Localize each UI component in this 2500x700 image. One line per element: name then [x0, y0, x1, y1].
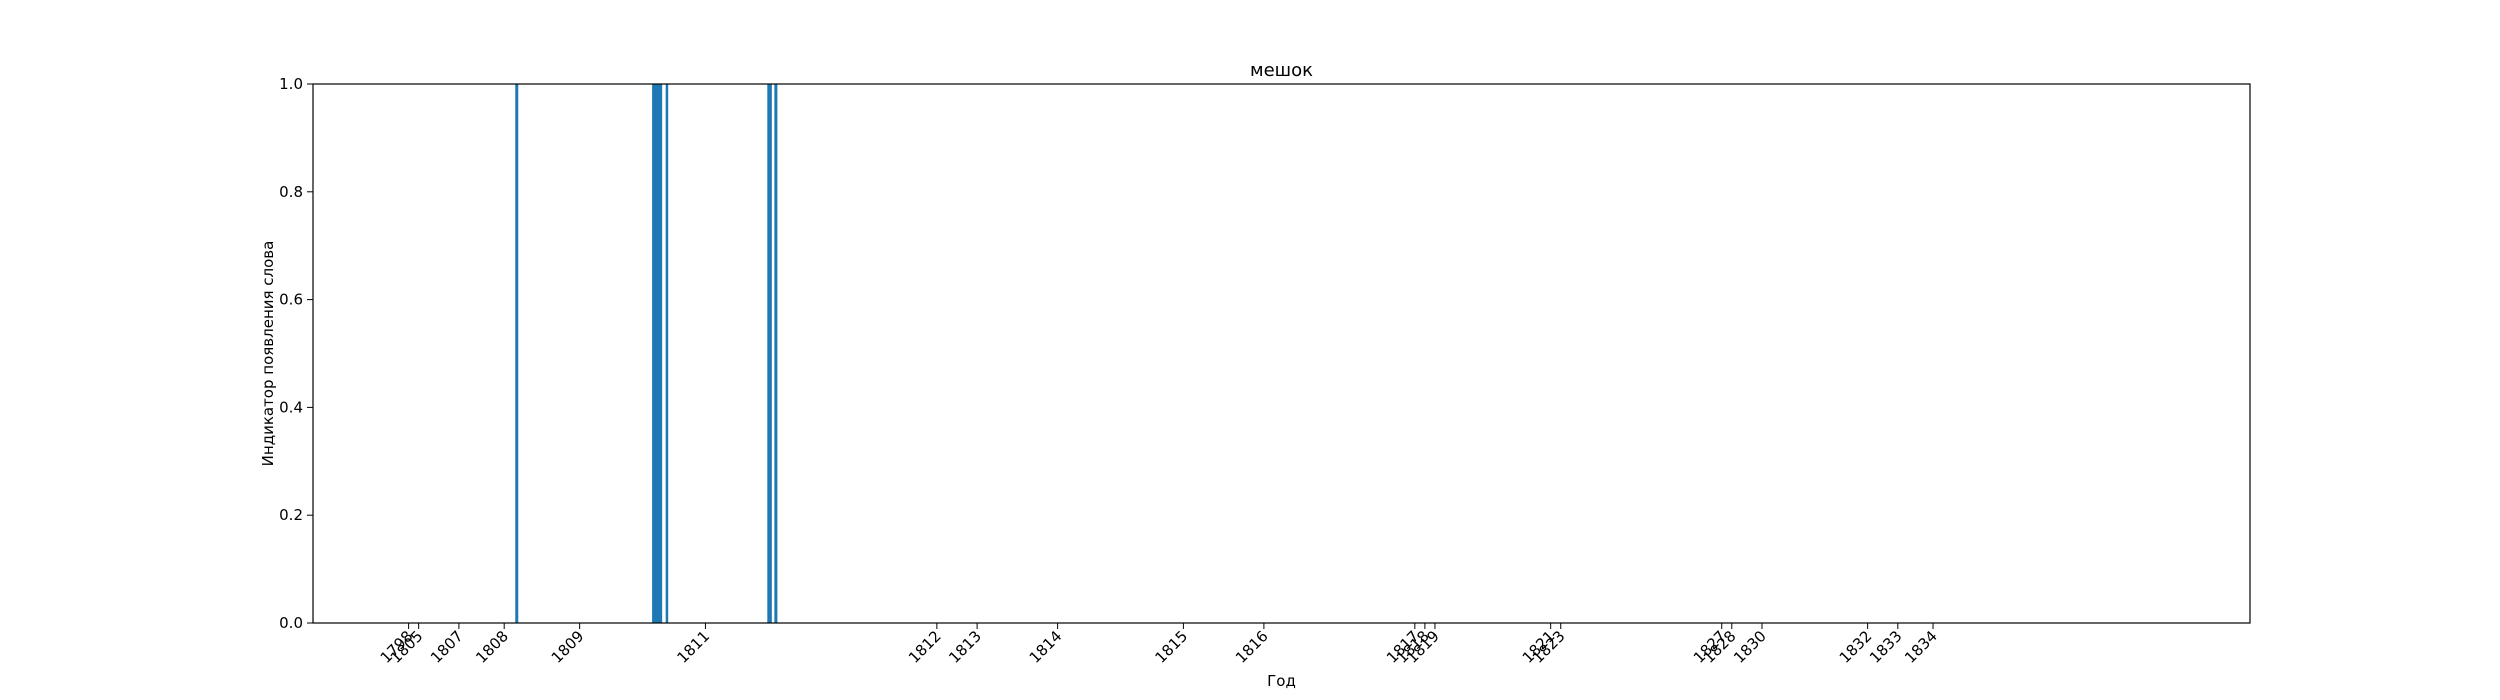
- bar-0: [515, 84, 519, 623]
- y-tick-label: 0.2: [279, 506, 303, 524]
- y-axis-ticks: 0.0 0.2 0.4 0.6 0.8 1.0: [279, 75, 313, 632]
- plot-area: [313, 84, 2250, 623]
- bars-group: [515, 84, 778, 623]
- plot-frame: [312, 83, 2251, 624]
- chart-title: мешок: [1250, 60, 1313, 81]
- y-tick-label: 0.0: [279, 614, 303, 632]
- y-axis-title: Индикатор появления слова: [259, 241, 277, 467]
- bar-2: [665, 84, 669, 623]
- bar-1: [652, 84, 663, 623]
- y-tick-label: 1.0: [279, 75, 303, 93]
- bar-3: [767, 84, 772, 623]
- y-tick-label: 0.8: [279, 183, 303, 201]
- bar-4: [774, 84, 778, 623]
- x-axis-title: Год: [1267, 672, 1296, 690]
- y-tick-label: 0.6: [279, 291, 303, 309]
- y-tick-label: 0.4: [279, 398, 303, 416]
